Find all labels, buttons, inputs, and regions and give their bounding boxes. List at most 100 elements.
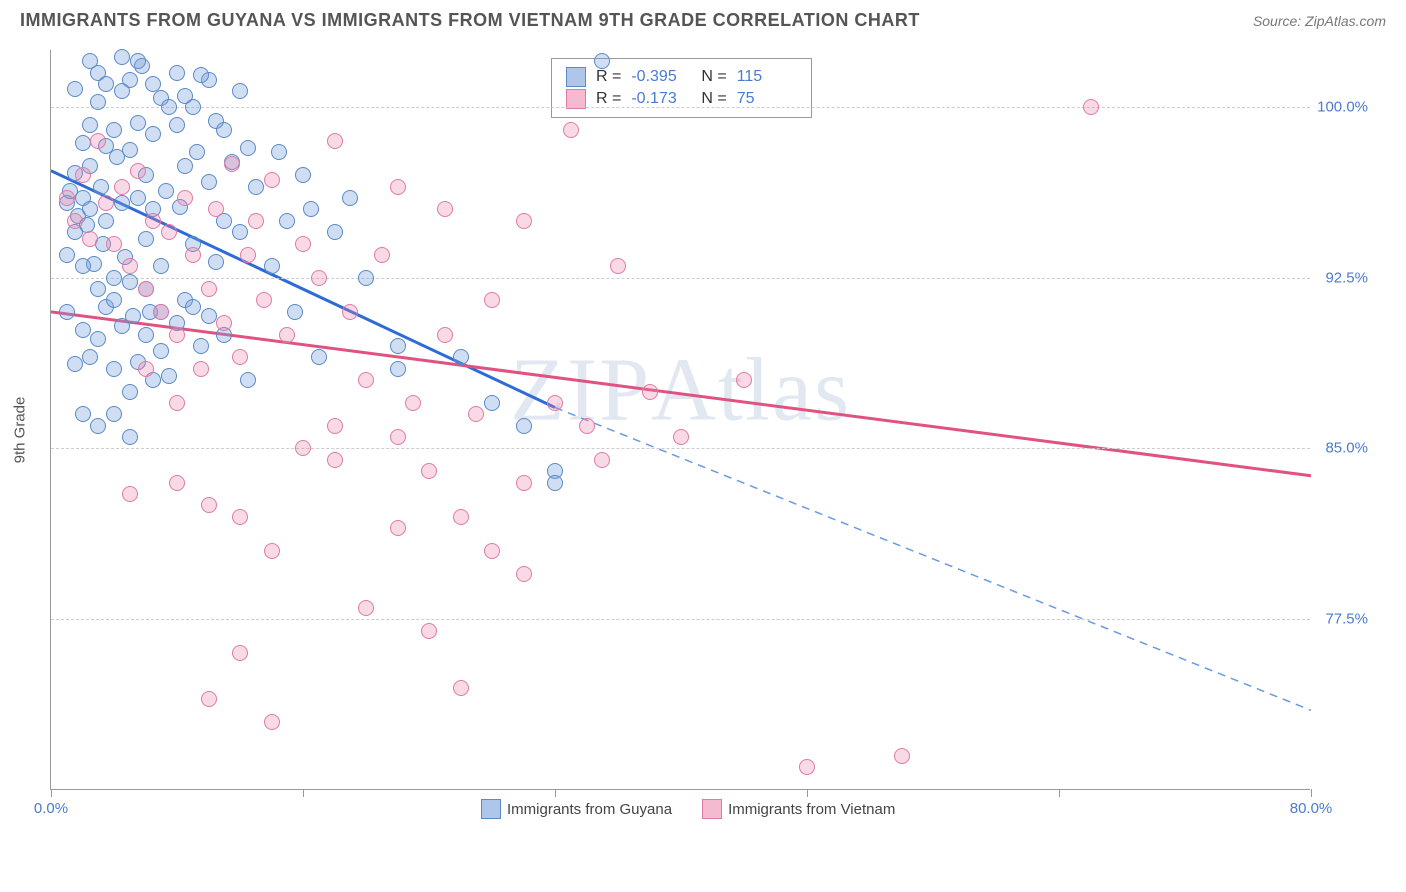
data-point-guyana xyxy=(93,179,109,195)
data-point-guyana xyxy=(106,292,122,308)
scatter-plot-area: ZIPAtlas R = -0.395 N = 115 R = -0.173 N… xyxy=(50,50,1310,790)
gridline-h xyxy=(51,448,1310,449)
data-point-guyana xyxy=(232,83,248,99)
data-point-vietnam xyxy=(437,327,453,343)
data-point-guyana xyxy=(161,99,177,115)
data-point-vietnam xyxy=(295,236,311,252)
xtick-label: 80.0% xyxy=(1290,800,1333,817)
data-point-guyana xyxy=(169,117,185,133)
data-point-vietnam xyxy=(169,475,185,491)
data-point-vietnam xyxy=(484,543,500,559)
swatch-guyana-icon xyxy=(481,799,501,819)
data-point-vietnam xyxy=(579,418,595,434)
data-point-vietnam xyxy=(799,759,815,775)
data-point-guyana xyxy=(122,142,138,158)
data-point-vietnam xyxy=(437,201,453,217)
data-point-vietnam xyxy=(67,213,83,229)
data-point-guyana xyxy=(114,195,130,211)
data-point-guyana xyxy=(453,349,469,365)
data-point-vietnam xyxy=(405,395,421,411)
xtick xyxy=(807,789,808,797)
data-point-vietnam xyxy=(106,236,122,252)
data-point-guyana xyxy=(75,406,91,422)
data-point-vietnam xyxy=(98,195,114,211)
data-point-guyana xyxy=(59,247,75,263)
swatch-guyana-icon xyxy=(566,67,586,87)
data-point-guyana xyxy=(130,190,146,206)
data-point-guyana xyxy=(130,115,146,131)
data-point-vietnam xyxy=(327,418,343,434)
r-label: R = xyxy=(596,68,621,86)
data-point-vietnam xyxy=(122,258,138,274)
data-point-guyana xyxy=(59,304,75,320)
data-point-guyana xyxy=(90,418,106,434)
data-point-vietnam xyxy=(177,190,193,206)
data-point-vietnam xyxy=(516,566,532,582)
data-point-vietnam xyxy=(390,179,406,195)
data-point-guyana xyxy=(177,88,193,104)
n-value-guyana: 115 xyxy=(737,68,797,86)
data-point-vietnam xyxy=(327,452,343,468)
data-point-vietnam xyxy=(216,315,232,331)
data-point-vietnam xyxy=(232,509,248,525)
y-axis-label: 9th Grade xyxy=(12,397,29,464)
data-point-guyana xyxy=(75,258,91,274)
data-point-vietnam xyxy=(264,714,280,730)
data-point-guyana xyxy=(138,231,154,247)
data-point-vietnam xyxy=(642,384,658,400)
data-point-vietnam xyxy=(358,600,374,616)
data-point-guyana xyxy=(82,201,98,217)
data-point-guyana xyxy=(82,117,98,133)
data-point-vietnam xyxy=(673,429,689,445)
data-point-guyana xyxy=(342,190,358,206)
data-point-vietnam xyxy=(114,179,130,195)
source-attribution: Source: ZipAtlas.com xyxy=(1253,13,1386,29)
data-point-guyana xyxy=(271,144,287,160)
data-point-vietnam xyxy=(169,327,185,343)
data-point-vietnam xyxy=(264,172,280,188)
data-point-guyana xyxy=(67,356,83,372)
data-point-guyana xyxy=(75,135,91,151)
data-point-guyana xyxy=(216,122,232,138)
data-point-vietnam xyxy=(256,292,272,308)
data-point-guyana xyxy=(122,72,138,88)
source-name: ZipAtlas.com xyxy=(1305,13,1386,29)
legend-row-guyana: R = -0.395 N = 115 xyxy=(566,67,797,87)
data-point-guyana xyxy=(189,144,205,160)
data-point-guyana xyxy=(390,338,406,354)
data-point-guyana xyxy=(264,258,280,274)
data-point-vietnam xyxy=(193,361,209,377)
data-point-vietnam xyxy=(421,463,437,479)
data-point-vietnam xyxy=(138,361,154,377)
data-point-guyana xyxy=(98,213,114,229)
data-point-guyana xyxy=(516,418,532,434)
legend-item-vietnam: Immigrants from Vietnam xyxy=(702,799,895,819)
n-label: N = xyxy=(701,68,726,86)
legend-item-guyana: Immigrants from Guyana xyxy=(481,799,672,819)
data-point-vietnam xyxy=(201,281,217,297)
data-point-vietnam xyxy=(240,247,256,263)
xtick-label: 0.0% xyxy=(34,800,68,817)
data-point-guyana xyxy=(122,384,138,400)
data-point-guyana xyxy=(390,361,406,377)
data-point-guyana xyxy=(130,53,146,69)
data-point-guyana xyxy=(311,349,327,365)
chart-container: 9th Grade ZIPAtlas R = -0.395 N = 115 R … xyxy=(50,50,1370,810)
data-point-guyana xyxy=(303,201,319,217)
watermark-text: ZIPAtlas xyxy=(510,338,851,441)
data-point-vietnam xyxy=(342,304,358,320)
data-point-vietnam xyxy=(390,520,406,536)
data-point-guyana xyxy=(90,331,106,347)
data-point-guyana xyxy=(75,322,91,338)
data-point-guyana xyxy=(114,49,130,65)
data-point-guyana xyxy=(193,338,209,354)
swatch-vietnam-icon xyxy=(702,799,722,819)
r-label: R = xyxy=(596,90,621,108)
data-point-vietnam xyxy=(122,486,138,502)
data-point-vietnam xyxy=(82,231,98,247)
data-point-guyana xyxy=(240,372,256,388)
ytick-label: 100.0% xyxy=(1317,98,1368,115)
data-point-vietnam xyxy=(453,509,469,525)
data-point-vietnam xyxy=(224,156,240,172)
data-point-guyana xyxy=(82,53,98,69)
